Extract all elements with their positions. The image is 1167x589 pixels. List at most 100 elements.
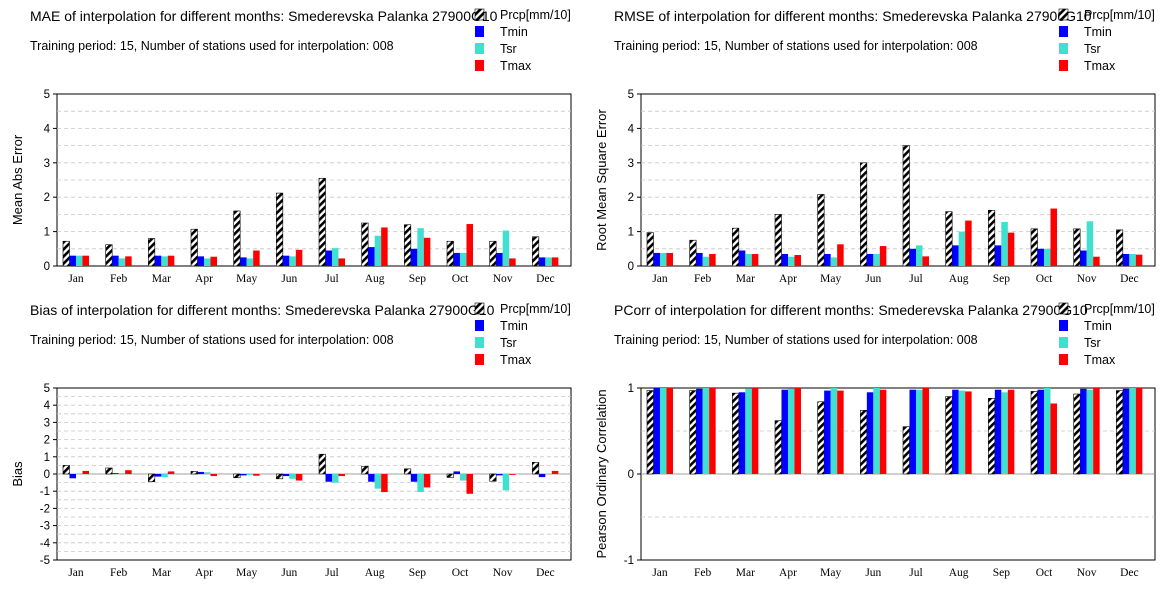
legend-swatch-tmax — [1059, 354, 1068, 365]
x-tick-label: Mar — [736, 273, 755, 285]
bar-prcp-apr — [190, 228, 198, 267]
x-tick-label: Apr — [779, 567, 797, 579]
x-tick-label: Oct — [452, 273, 469, 285]
bar-tsr-oct — [1044, 248, 1051, 266]
bar-prcp-oct — [1030, 228, 1038, 267]
y-tick-label: 1 — [44, 227, 50, 239]
legend-swatch-tmin — [1059, 26, 1068, 37]
bar-tsr-jan — [660, 252, 667, 266]
bar-tmin-feb — [696, 388, 703, 474]
bar-tmax-mar — [167, 471, 175, 474]
bar-prcp-mar — [148, 238, 156, 267]
bar-tmax-jun — [295, 474, 303, 481]
bar-tmax-jul — [338, 258, 345, 266]
y-axis-label: Root Mean Square Error — [594, 109, 609, 251]
bar-tmin-apr — [781, 253, 788, 266]
bar-tmax-mar — [751, 253, 759, 266]
y-tick-label: 1 — [628, 383, 634, 395]
bar-tsr-jan — [76, 255, 83, 266]
x-tick-label: Jan — [652, 273, 668, 285]
x-tick-label: Aug — [949, 273, 969, 285]
bar-tmin-sep — [994, 245, 1002, 266]
bar-tmin-jan — [69, 474, 76, 479]
bar-tmax-nov — [1093, 388, 1100, 474]
bar-tmax-aug — [965, 391, 972, 474]
bar-prcp-mar — [148, 473, 156, 483]
bar-tsr-mar — [161, 256, 168, 266]
bar-prcp-oct — [446, 240, 454, 267]
chart-title: RMSE of interpolation for different mont… — [614, 8, 1092, 24]
y-axis-label: Bias — [10, 461, 25, 487]
legend-swatch-prcp — [1058, 302, 1069, 315]
x-tick-label: Oct — [452, 567, 469, 579]
y-axis-label: Pearson Ordinary Correlation — [594, 389, 609, 558]
bar-tmin-dec — [538, 474, 546, 478]
x-tick-label: Apr — [195, 567, 213, 579]
x-tick-label: Nov — [1077, 567, 1097, 579]
bar-tmin-jun — [282, 255, 290, 266]
bar-tmax-dec — [551, 470, 559, 474]
x-tick-label: Jun — [281, 273, 297, 285]
bar-tsr-apr — [204, 258, 211, 266]
y-tick-label: 3 — [44, 417, 50, 429]
x-tick-label: Feb — [694, 273, 712, 285]
legend-swatch-tmin — [475, 320, 484, 331]
chart-svg: MAE of interpolation for different month… — [10, 8, 572, 285]
bar-prcp-may — [233, 473, 241, 479]
bar-tmin-oct — [1037, 248, 1044, 266]
bar-tmin-feb — [696, 252, 703, 266]
bar-tmin-oct — [1037, 389, 1044, 474]
bar-tmin-jul — [909, 248, 916, 266]
bar-tmin-jan — [69, 255, 76, 266]
chart-subtitle: Training period: 15, Number of stations … — [30, 333, 394, 347]
bar-prcp-jul — [902, 426, 910, 475]
mae-chart-panel: MAE of interpolation for different month… — [0, 0, 580, 293]
bar-prcp-jan — [62, 465, 70, 475]
bar-tsr-jun — [873, 253, 880, 266]
rmse-chart-panel: RMSE of interpolation for different mont… — [584, 0, 1164, 293]
bar-tmin-sep — [410, 248, 418, 266]
y-tick-label: -5 — [40, 555, 50, 567]
x-tick-label: Aug — [365, 567, 385, 579]
bar-tsr-apr — [204, 472, 211, 474]
y-tick-label: 2 — [44, 192, 50, 204]
x-tick-label: Jun — [865, 567, 881, 579]
bar-prcp-apr — [774, 420, 782, 475]
bar-tsr-sep — [1001, 392, 1008, 474]
bar-prcp-jun — [860, 162, 868, 267]
legend-swatch-prcp — [1058, 8, 1069, 21]
bar-tmin-jul — [325, 474, 332, 482]
bar-tmax-dec — [1135, 254, 1143, 266]
bias-chart-panel: Bias of interpolation for different mont… — [0, 294, 580, 587]
bar-tmin-may — [824, 253, 831, 266]
y-tick-label: 4 — [628, 123, 635, 135]
legend-swatch-tsr — [475, 43, 484, 54]
bar-tsr-sep — [417, 474, 424, 493]
legend-swatch-tsr — [475, 337, 484, 348]
bar-tmax-feb — [125, 470, 132, 474]
legend-label-tmax: Tmax — [500, 59, 532, 73]
bar-prcp-jun — [860, 410, 868, 475]
chart-title: MAE of interpolation for different month… — [30, 8, 498, 24]
bar-prcp-mar — [732, 227, 740, 267]
bar-prcp-apr — [190, 471, 198, 475]
bar-tmin-jun — [866, 253, 874, 266]
bar-prcp-sep — [988, 398, 996, 475]
x-tick-label: May — [236, 273, 257, 285]
bar-tmin-mar — [738, 250, 746, 266]
x-tick-label: Dec — [1120, 273, 1139, 285]
bar-tmax-oct — [466, 224, 473, 266]
legend-label-tsr: Tsr — [500, 336, 517, 350]
bar-prcp-feb — [689, 390, 697, 475]
bar-tsr-dec — [545, 473, 552, 474]
y-tick-label: 0 — [44, 469, 50, 481]
pcorr-chart-panel: PCorr of interpolation for different mon… — [584, 294, 1164, 587]
x-tick-label: Apr — [195, 273, 213, 285]
bar-prcp-jul — [318, 453, 326, 475]
x-tick-label: Mar — [152, 273, 171, 285]
legend-label-tmin: Tmin — [500, 25, 528, 39]
bar-tsr-aug — [374, 235, 382, 266]
x-tick-label: Nov — [493, 567, 513, 579]
x-tick-label: Jun — [865, 273, 881, 285]
bar-tsr-mar — [161, 474, 168, 478]
